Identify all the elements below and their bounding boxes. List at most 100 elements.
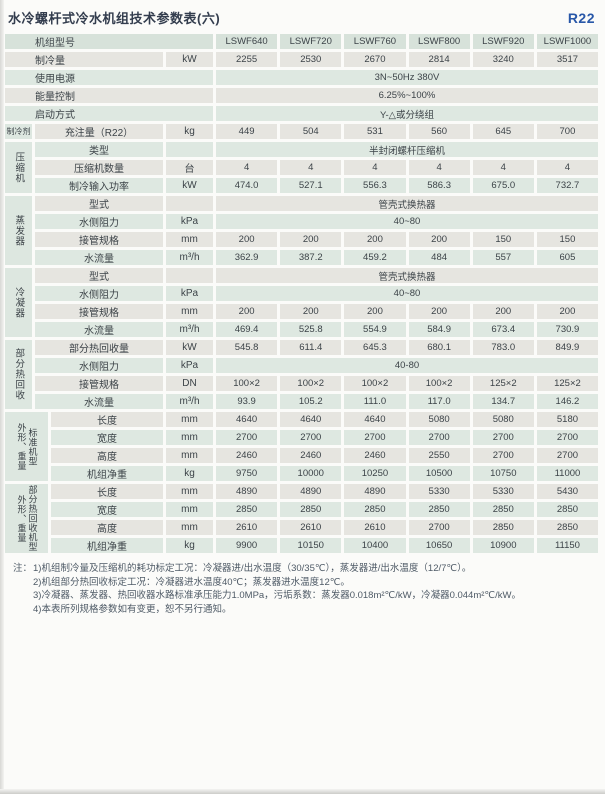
- spec-table: 机组型号 LSWF640 LSWF720 LSWF760 LSWF800 LSWF920…: [5, 34, 599, 553]
- row-unit: 台: [166, 160, 213, 175]
- row-merged-value: 40~80: [216, 214, 598, 229]
- table-cell: 125×2: [472, 376, 534, 391]
- table-cell: 557: [472, 250, 534, 265]
- table-cell: 2530: [280, 52, 342, 67]
- row-label: 启动方式: [5, 106, 213, 121]
- row-values: 9750 10000 10250 10500 10750 11000: [216, 466, 599, 481]
- row-label: 水流量: [35, 394, 163, 409]
- table-cell: 117.0: [408, 394, 470, 409]
- footnote-lines: 1)机组制冷量及压缩机的耗功标定工况：冷凝器进/出水温度（30/35℃），蒸发器…: [33, 562, 598, 616]
- table-cell: 675.0: [472, 178, 534, 193]
- row-merged-value: 半封闭螺杆压缩机: [216, 142, 598, 157]
- table-cell: 2700: [408, 520, 470, 535]
- table-cell: 150: [536, 232, 599, 247]
- table-cell: 449: [216, 124, 278, 139]
- table-cell: 732.7: [536, 178, 599, 193]
- table-cell: 100×2: [408, 376, 470, 391]
- row-label: 水流量: [35, 322, 163, 337]
- row-unit: kW: [166, 340, 213, 355]
- row-unit: DN: [166, 376, 213, 391]
- table-cell: 200: [408, 304, 470, 319]
- table-cell: 2700: [536, 430, 599, 445]
- spec-row-hr-width: 宽度 mm 2850 2850 2850 2850 2850 2850: [51, 502, 599, 517]
- spec-row-compressor-type: 类型 半封闭螺杆压缩机: [35, 142, 598, 157]
- table-cell: 2700: [408, 430, 470, 445]
- footnotes: 注： 1)机组制冷量及压缩机的耗功标定工况：冷凝器进/出水温度（30/35℃），…: [5, 562, 598, 616]
- table-cell: 11000: [536, 466, 599, 481]
- table-cell: 2850: [536, 502, 599, 517]
- table-cell: 387.2: [280, 250, 342, 265]
- table-cell: 2850: [472, 520, 534, 535]
- spec-row-cond-water-flow: 水流量 m³/h 469.4 525.8 554.9 584.9 673.4 730.9: [35, 322, 599, 337]
- table-cell: 2610: [216, 520, 278, 535]
- table-cell: 150: [472, 232, 534, 247]
- spec-row-recovery-pipe-size: 接管规格 DN 100×2 100×2 100×2 100×2 125×2 125×2: [35, 376, 599, 391]
- row-merged-value: 管壳式换热器: [216, 196, 598, 211]
- model-names: LSWF640 LSWF720 LSWF760 LSWF800 LSWF920 LSWF1…: [216, 34, 599, 49]
- table-cell: 2460: [344, 448, 406, 463]
- table-cell: 2460: [280, 448, 342, 463]
- spec-row-std-net-weight: 机组净重 kg 9750 10000 10250 10500 10750 11000: [51, 466, 599, 481]
- table-cell: 4: [216, 160, 278, 175]
- row-label: 机组净重: [51, 466, 163, 481]
- row-values: 2460 2460 2460 2550 2700 2700: [216, 448, 599, 463]
- refrigerant-badge: R22: [567, 10, 595, 26]
- table-cell: 2700: [536, 448, 599, 463]
- table-cell: 504: [280, 124, 342, 139]
- row-label: 水流量: [35, 250, 163, 265]
- row-merged-value: 40~80: [216, 286, 598, 301]
- table-cell: 645.3: [344, 340, 406, 355]
- table-cell: 4: [408, 160, 470, 175]
- table-cell: 10500: [408, 466, 470, 481]
- row-values: 4890 4890 4890 5330 5330 5430: [216, 484, 599, 499]
- row-values: 545.8 611.4 645.3 680.1 783.0 849.9: [216, 340, 599, 355]
- row-label: 高度: [51, 448, 163, 463]
- section-dimensions-standard: 外形、重量 标准机型 长度 mm 4640 4640 4640 5080 5080 518…: [5, 412, 599, 481]
- table-cell: 200: [472, 304, 534, 319]
- table-cell: 105.2: [280, 394, 342, 409]
- table-cell: 2850: [472, 502, 534, 517]
- table-cell: 5330: [408, 484, 470, 499]
- table-cell: 4: [472, 160, 534, 175]
- table-cell: 10000: [280, 466, 342, 481]
- table-cell: 200: [280, 232, 342, 247]
- table-cell: 730.9: [536, 322, 599, 337]
- table-cell: 93.9: [216, 394, 278, 409]
- table-cell: 200: [344, 304, 406, 319]
- table-cell: 10750: [472, 466, 534, 481]
- row-unit: kg: [166, 466, 213, 481]
- spec-row-capacity-control: 能量控制 6.25%~100%: [5, 88, 598, 103]
- row-values: 449 504 531 560 645 700: [216, 124, 599, 139]
- row-label: 宽度: [51, 502, 163, 517]
- group-text: 蒸发器: [13, 214, 25, 247]
- table-cell: 2700: [472, 430, 534, 445]
- spec-row-recovery-water-resistance: 水侧阻力 kPa 40-80: [35, 358, 598, 373]
- section-heat-recovery: 部分热回收 部分热回收量 kW 545.8 611.4 645.3 680.1 783.…: [5, 340, 599, 409]
- spec-row-std-width: 宽度 mm 2700 2700 2700 2700 2700 2700: [51, 430, 599, 445]
- row-label: 机组净重: [51, 538, 163, 553]
- row-label: 高度: [51, 520, 163, 535]
- table-cell: 4890: [344, 484, 406, 499]
- row-label: 宽度: [51, 430, 163, 445]
- table-cell: 474.0: [216, 178, 278, 193]
- section-group-label: 压缩机: [5, 142, 32, 193]
- row-label: 接管规格: [35, 376, 163, 391]
- table-cell: 200: [536, 304, 599, 319]
- row-values: 100×2 100×2 100×2 100×2 125×2 125×2: [216, 376, 599, 391]
- table-cell: 645: [472, 124, 534, 139]
- group-subtext: 标准机型: [27, 427, 38, 466]
- row-unit: m³/h: [166, 250, 213, 265]
- row-unit: mm: [166, 520, 213, 535]
- section-group-label: 蒸发器: [5, 196, 32, 265]
- table-cell: 700: [536, 124, 599, 139]
- row-label: 水侧阻力: [35, 286, 163, 301]
- section-evaporator: 蒸发器 型式 管壳式换热器 水侧阻力 kPa 40~80 接管规格 mm 200…: [5, 196, 599, 265]
- table-cell: 4640: [344, 412, 406, 427]
- row-label: 制冷输入功率: [35, 178, 163, 193]
- section-group-label: 外形、重量 部分热回收机型: [5, 484, 48, 553]
- table-cell: 2850: [536, 520, 599, 535]
- footnote-line: 2)机组部分热回收标定工况：冷凝器进水温度40℃；蒸发器进水温度12℃。: [33, 576, 350, 588]
